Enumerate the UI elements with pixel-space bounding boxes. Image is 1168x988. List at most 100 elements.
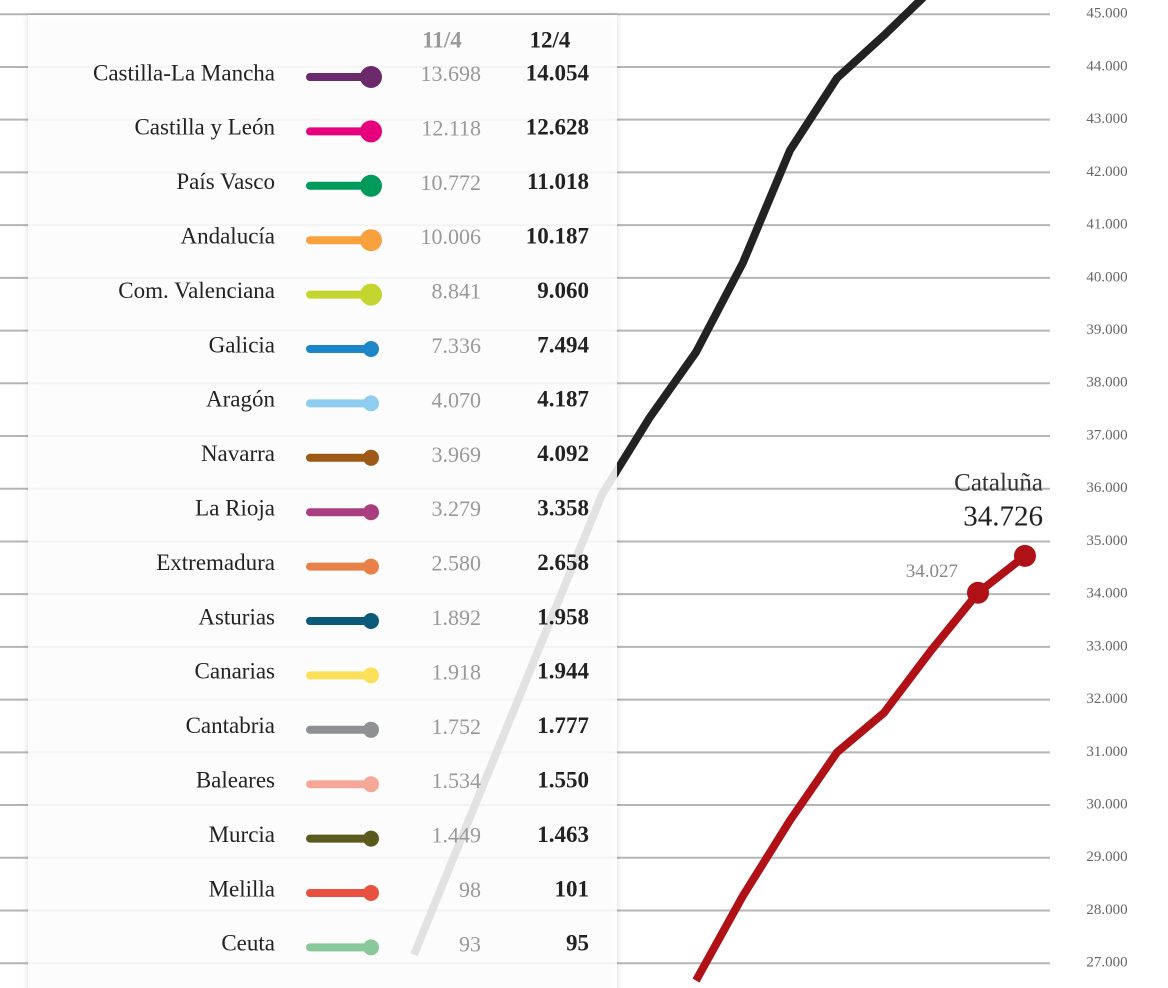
y-tick-label: 39.000 bbox=[1086, 322, 1127, 338]
row-swatch-dot bbox=[363, 395, 379, 412]
row-name: Navarra bbox=[201, 441, 275, 466]
row-curr: 2.658 bbox=[537, 550, 589, 575]
row-curr: 4.092 bbox=[537, 441, 589, 466]
row-curr: 7.494 bbox=[537, 332, 589, 357]
row-prev: 1.892 bbox=[432, 605, 482, 630]
row-curr: 4.187 bbox=[537, 387, 589, 412]
y-tick-label: 36.000 bbox=[1086, 480, 1127, 496]
y-tick-label: 38.000 bbox=[1086, 375, 1127, 391]
row-name: Aragón bbox=[206, 387, 275, 412]
row-swatch-dot bbox=[363, 558, 379, 575]
row-prev: 1.534 bbox=[432, 768, 482, 793]
row-curr: 10.187 bbox=[526, 223, 589, 248]
row-prev: 3.279 bbox=[432, 496, 482, 521]
row-curr: 9.060 bbox=[537, 278, 589, 303]
y-tick-label: 40.000 bbox=[1086, 269, 1127, 285]
row-name: Ceuta bbox=[221, 931, 275, 956]
y-tick-label: 42.000 bbox=[1086, 164, 1127, 180]
row-swatch-dot bbox=[363, 504, 379, 521]
row-name: Murcia bbox=[209, 822, 275, 847]
row-swatch-dot bbox=[360, 174, 382, 197]
y-tick-label: 34.000 bbox=[1086, 586, 1127, 602]
row-name: Castilla y León bbox=[134, 115, 275, 140]
row-swatch-dot bbox=[363, 939, 379, 956]
row-prev: 98 bbox=[459, 877, 481, 902]
column-header: 11/4 bbox=[422, 27, 462, 52]
value-label: 34.726 bbox=[963, 501, 1043, 533]
row-name: Baleares bbox=[196, 767, 275, 792]
row-prev: 12.118 bbox=[421, 115, 481, 140]
row-curr: 1.777 bbox=[537, 713, 589, 738]
row-curr: 14.054 bbox=[526, 60, 590, 85]
row-curr: 1.958 bbox=[537, 604, 589, 629]
row-prev: 93 bbox=[459, 931, 481, 956]
row-prev: 7.336 bbox=[432, 333, 482, 358]
row-prev: 8.841 bbox=[432, 279, 482, 304]
annotations: 34.027 34.726 Cataluña bbox=[906, 470, 1043, 582]
y-tick-label: 35.000 bbox=[1086, 533, 1127, 549]
y-tick-label: 27.000 bbox=[1086, 955, 1127, 971]
y-tick-label: 28.000 bbox=[1086, 902, 1127, 918]
row-curr: 12.628 bbox=[526, 115, 589, 140]
y-tick-label: 29.000 bbox=[1086, 849, 1127, 865]
y-tick-label: 45.000 bbox=[1086, 6, 1127, 22]
row-prev: 1.752 bbox=[432, 714, 482, 739]
point bbox=[967, 581, 989, 604]
row-name: Andalucía bbox=[180, 223, 275, 248]
row-name: Canarias bbox=[195, 659, 276, 684]
series-line bbox=[692, 552, 1028, 983]
value-label: 34.027 bbox=[906, 561, 958, 582]
row-swatch-dot bbox=[360, 66, 382, 88]
row-swatch-dot bbox=[363, 667, 379, 684]
row-prev: 1.449 bbox=[432, 823, 482, 848]
row-name: Galicia bbox=[209, 332, 275, 357]
row-curr: 3.358 bbox=[537, 495, 589, 520]
row-swatch-dot bbox=[363, 341, 379, 357]
row-prev: 10.006 bbox=[421, 224, 482, 249]
row-swatch-dot bbox=[360, 120, 382, 143]
row-swatch-dot bbox=[360, 229, 382, 252]
row-curr: 1.550 bbox=[537, 767, 589, 792]
row-name: País Vasco bbox=[176, 169, 275, 194]
point bbox=[1014, 544, 1036, 567]
y-tick-label: 43.000 bbox=[1086, 111, 1127, 127]
column-header: 12/4 bbox=[530, 27, 571, 52]
table: 11/4 12/4 Castilla-La Mancha 13.698 14.054 Ca… bbox=[93, 27, 590, 956]
row-prev: 3.969 bbox=[432, 442, 482, 467]
row-name: Cantabria bbox=[186, 713, 275, 738]
row-name: Extremadura bbox=[156, 550, 275, 575]
row-name: Castilla-La Mancha bbox=[93, 60, 275, 85]
row-swatch-dot bbox=[360, 283, 382, 306]
row-curr: 1.463 bbox=[537, 822, 589, 847]
row-name: Com. Valenciana bbox=[118, 278, 275, 303]
row-prev: 13.698 bbox=[421, 61, 482, 86]
row-prev: 10.772 bbox=[421, 170, 482, 195]
table-panel bbox=[28, 15, 617, 988]
row-name: La Rioja bbox=[195, 495, 275, 520]
y-tick-label: 44.000 bbox=[1086, 58, 1127, 74]
y-tick-label: 41.000 bbox=[1086, 217, 1127, 233]
y-tick-label: 37.000 bbox=[1086, 427, 1127, 443]
row-swatch-dot bbox=[363, 613, 379, 629]
row-curr: 95 bbox=[566, 931, 589, 956]
row-swatch-dot bbox=[363, 776, 379, 793]
row-swatch-dot bbox=[363, 449, 379, 466]
row-name: Asturias bbox=[198, 604, 275, 629]
y-tick-label: 31.000 bbox=[1086, 744, 1127, 760]
row-curr: 1.944 bbox=[537, 659, 589, 684]
row-prev: 2.580 bbox=[432, 551, 482, 576]
row-prev: 1.918 bbox=[432, 659, 482, 684]
row-swatch-dot bbox=[363, 721, 379, 738]
row-curr: 11.018 bbox=[527, 169, 589, 194]
y-tick-label: 30.000 bbox=[1086, 796, 1127, 812]
y-tick-label: 32.000 bbox=[1086, 691, 1127, 707]
series-name: Cataluña bbox=[954, 470, 1043, 497]
row-name: Melilla bbox=[209, 876, 275, 901]
row-curr: 101 bbox=[555, 876, 590, 901]
row-swatch-dot bbox=[363, 830, 379, 847]
row-swatch-dot bbox=[363, 885, 379, 901]
y-tick-label: 33.000 bbox=[1086, 638, 1127, 654]
row-prev: 4.070 bbox=[432, 387, 482, 412]
